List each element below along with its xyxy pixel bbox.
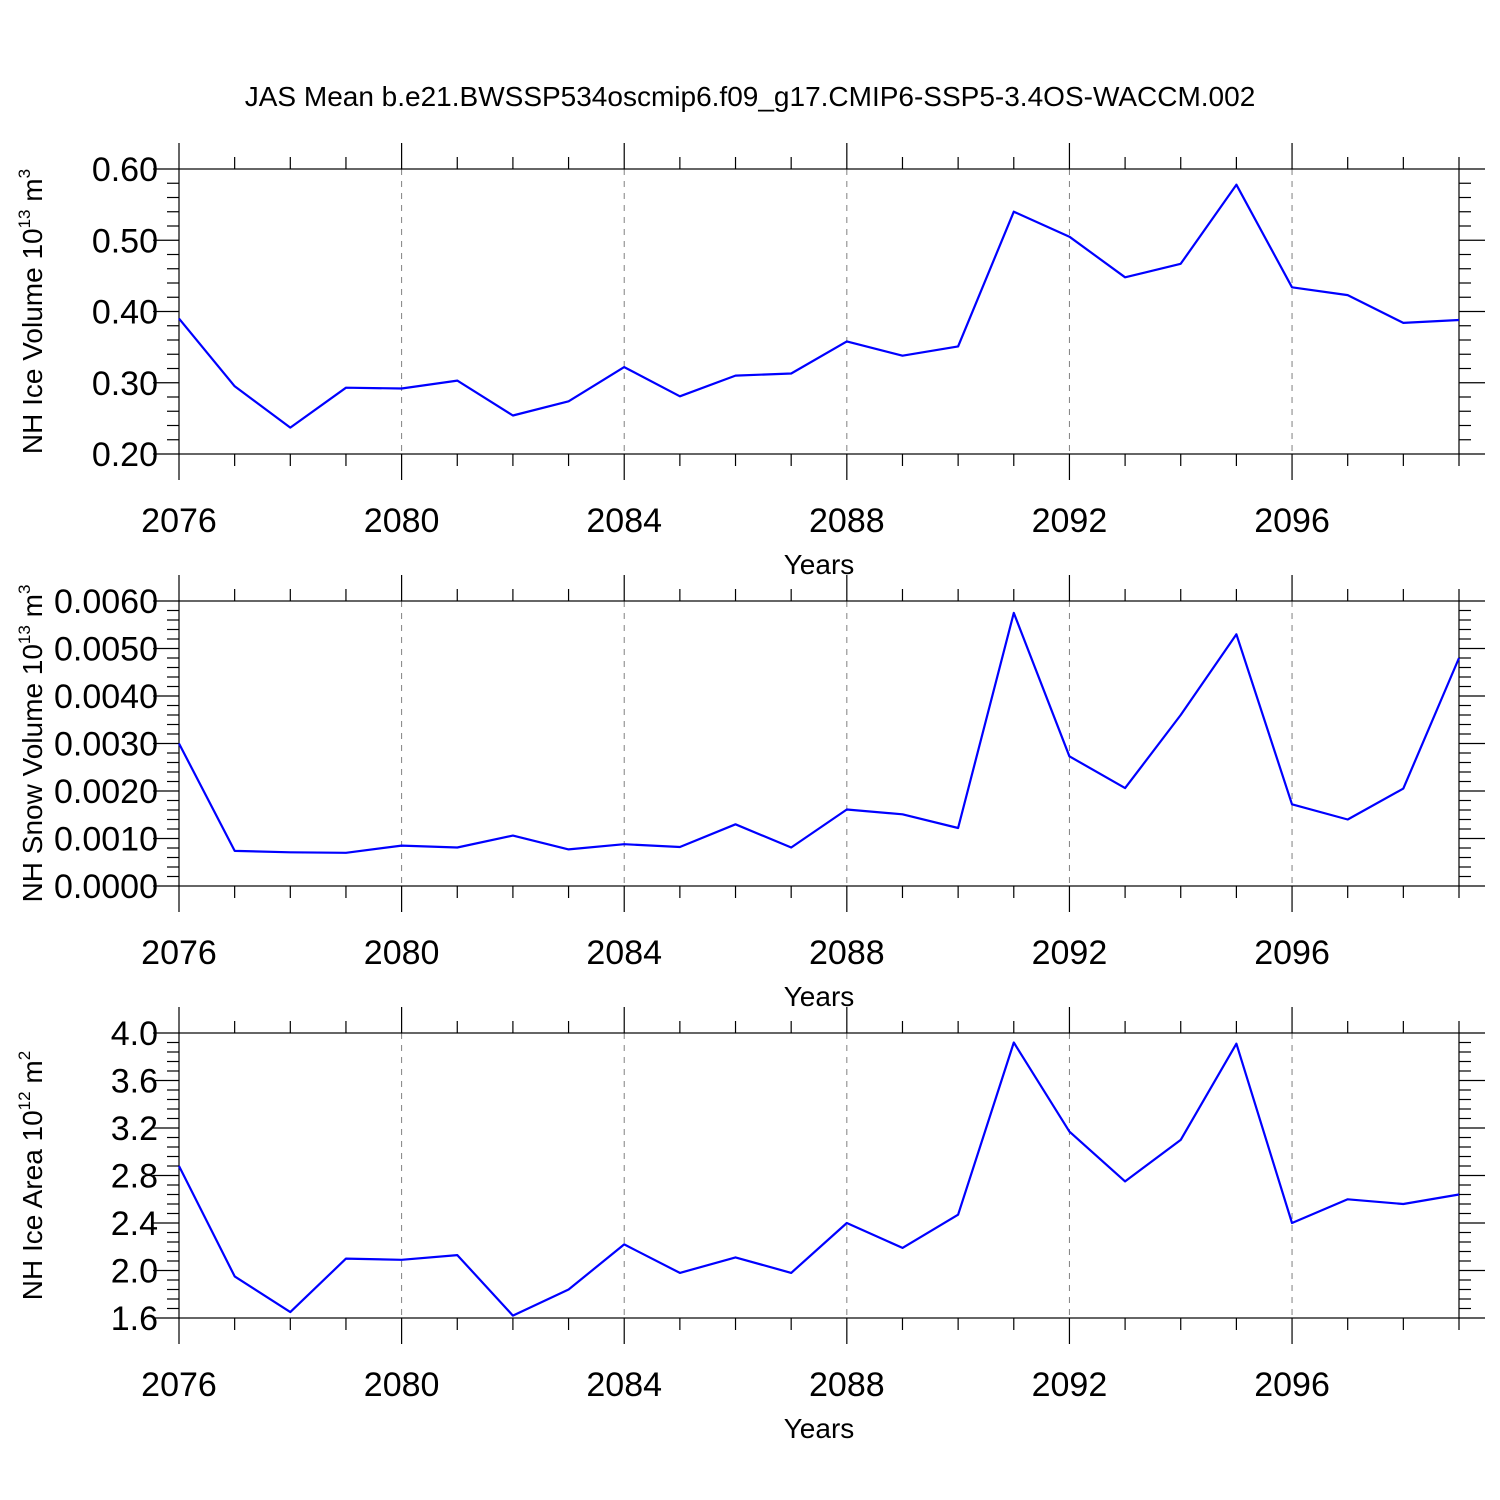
y-axis-label-exponent: 12 — [15, 1091, 34, 1110]
y-axis-label-text: NH Ice Volume 10 — [17, 228, 48, 454]
y-tick-label: 2.0 — [111, 1253, 158, 1291]
y-axis-label-unit: m — [17, 1060, 48, 1091]
y-tick-label: 0.20 — [92, 436, 158, 474]
panel-1: 0.20 0.30 0.40 0.50 0.60 2076 2080 2084 2088 2092… — [15, 143, 1485, 580]
plot-frame — [178, 600, 1460, 887]
plot-frame — [178, 168, 1460, 455]
series-line — [178, 1041, 1460, 1317]
y-tick-label: 0.0010 — [54, 821, 158, 859]
y-axis-label-unit-exponent: 2 — [15, 1051, 34, 1060]
y-tick-label: 0.0060 — [54, 583, 158, 621]
y-axis-label: NH Ice Area 1012 m2 — [15, 1051, 48, 1300]
y-axis-label-exponent: 13 — [15, 625, 34, 644]
x-tick-label: 2080 — [364, 1366, 440, 1404]
x-tick-label: 2080 — [364, 502, 440, 540]
series-line — [178, 611, 1461, 854]
panels: 0.20 0.30 0.40 0.50 0.60 2076 2080 2084 2088 2092… — [15, 143, 1485, 1444]
x-tick-label: 2084 — [586, 1366, 662, 1404]
x-tick-label: 2096 — [1254, 934, 1330, 972]
y-tick-label: 2.8 — [111, 1158, 158, 1196]
y-tick-label: 0.40 — [92, 294, 158, 332]
y-axis-label: NH Ice Volume 1013 m3 — [15, 169, 48, 454]
y-axis-label-unit-exponent: 3 — [15, 169, 34, 178]
y-tick-label: 0.0030 — [54, 726, 158, 764]
x-axis-label: Years — [784, 549, 855, 580]
x-tick-label: 2084 — [586, 934, 662, 972]
y-axis-label-text: NH Ice Area 10 — [17, 1110, 48, 1300]
x-tick-label: 2092 — [1032, 1366, 1108, 1404]
x-tick-label: 2096 — [1254, 1366, 1330, 1404]
y-tick-label: 3.2 — [111, 1110, 158, 1148]
y-tick-label: 2.4 — [111, 1205, 158, 1243]
x-tick-label: 2076 — [141, 1366, 217, 1404]
x-axis-label: Years — [784, 981, 855, 1012]
y-tick-label: 0.30 — [92, 365, 158, 403]
y-tick-label: 0.0020 — [54, 773, 158, 811]
y-tick-label: 0.0040 — [54, 678, 158, 716]
chart-title: JAS Mean b.e21.BWSSP534oscmip6.f09_g17.C… — [245, 81, 1256, 112]
y-tick-label: 4.0 — [111, 1015, 158, 1053]
x-tick-label: 2084 — [586, 502, 662, 540]
y-tick-label: 0.50 — [92, 222, 158, 260]
plot-frame — [178, 1032, 1460, 1319]
y-tick-label: 0.60 — [92, 151, 158, 189]
panel-2: 0.0000 0.0010 0.0020 0.0030 0.0040 0.0050 0.00… — [15, 575, 1485, 1012]
x-tick-label: 2088 — [809, 502, 885, 540]
x-tick-label: 2080 — [364, 934, 440, 972]
x-axis-label: Years — [784, 1413, 855, 1444]
y-tick-label: 0.0000 — [54, 868, 158, 906]
y-axis-label-unit-exponent: 3 — [15, 585, 34, 594]
y-axis-label-unit: m — [17, 178, 48, 209]
y-axis-label-unit: m — [17, 594, 48, 625]
panel-3: 1.6 2.0 2.4 2.8 3.2 3.6 4.0 2076 2080 2084 2088 209… — [15, 1007, 1485, 1444]
y-tick-label: 0.0050 — [54, 631, 158, 669]
x-tick-label: 2088 — [809, 934, 885, 972]
x-tick-label: 2076 — [141, 934, 217, 972]
x-tick-label: 2076 — [141, 502, 217, 540]
y-tick-label: 1.6 — [111, 1300, 158, 1338]
y-tick-label: 3.6 — [111, 1063, 158, 1101]
x-tick-label: 2096 — [1254, 502, 1330, 540]
x-tick-label: 2088 — [809, 1366, 885, 1404]
y-axis-label: NH Snow Volume 1013 m3 — [15, 585, 48, 903]
y-axis-label-text: NH Snow Volume 10 — [17, 644, 48, 902]
y-axis-label-exponent: 13 — [15, 209, 34, 228]
x-tick-label: 2092 — [1032, 502, 1108, 540]
series-line — [178, 183, 1460, 429]
x-tick-label: 2092 — [1032, 934, 1108, 972]
